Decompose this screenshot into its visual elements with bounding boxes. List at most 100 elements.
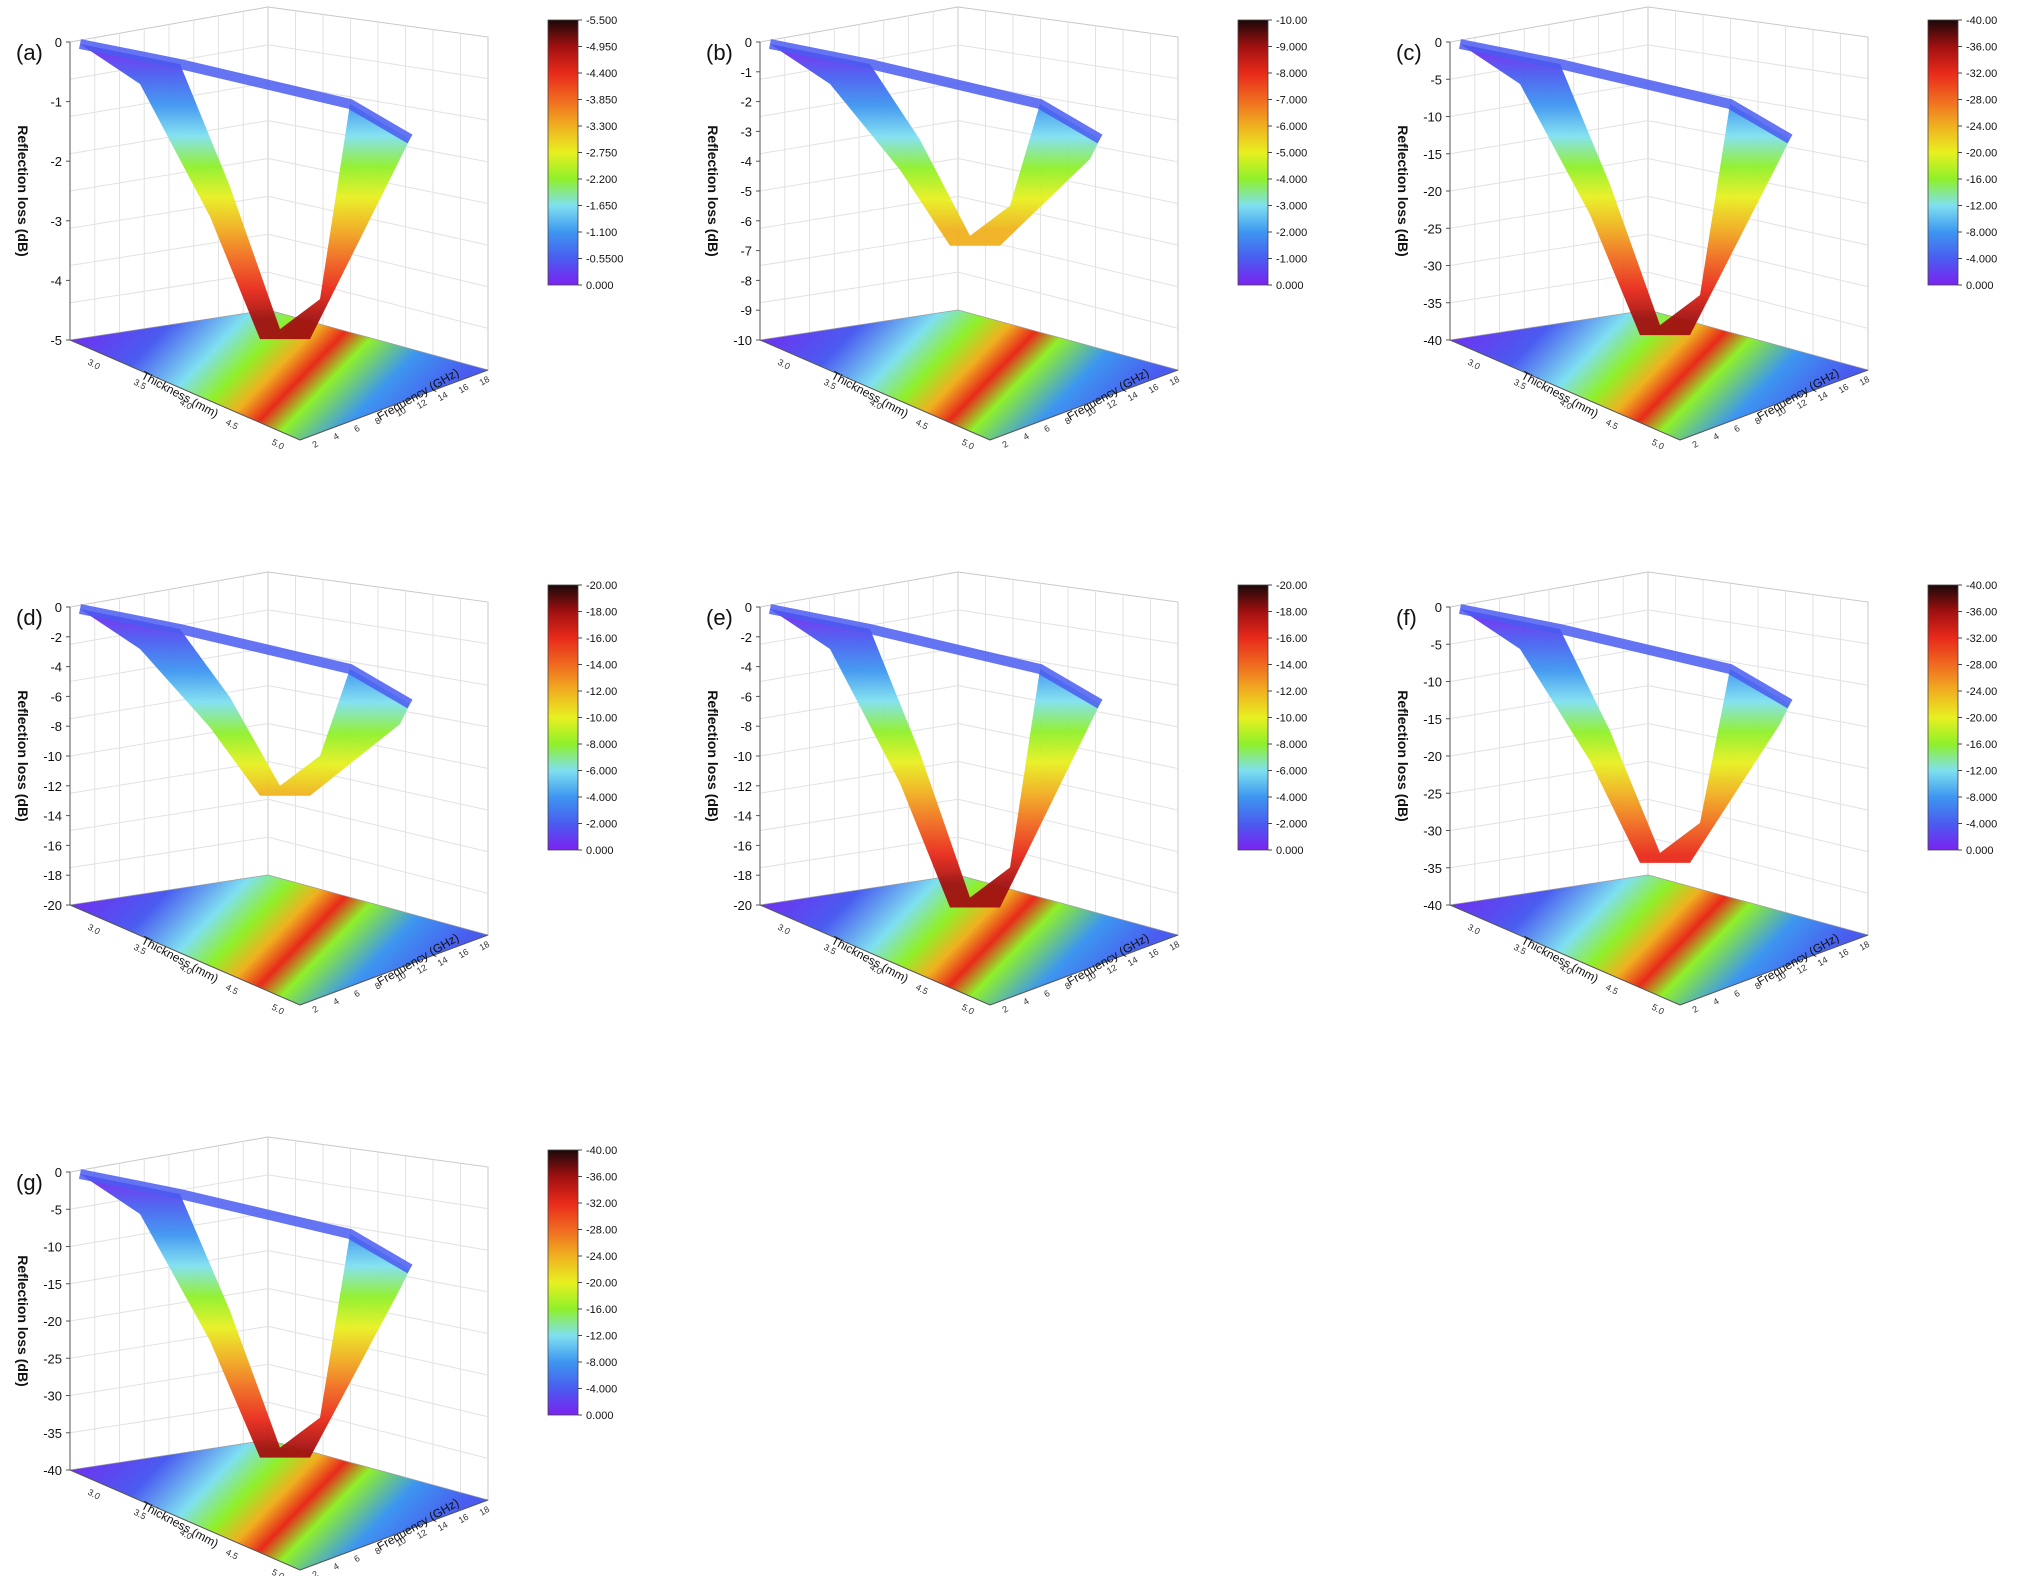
z-tick-label: -4: [740, 660, 752, 675]
grid-line: [69, 1288, 269, 1322]
grid-line: [267, 195, 489, 246]
thickness-axis-line: [759, 339, 991, 441]
colorbar-tick-label: -20.00: [586, 1278, 617, 1290]
z-tick-label: -30: [1423, 259, 1442, 274]
rl-surface-ridge: [1459, 604, 1793, 709]
frequency-tick-label: 16: [1147, 947, 1161, 961]
colorbar-tick-label: -24.00: [586, 1251, 617, 1263]
colorbar-tick-label: -4.000: [1276, 174, 1307, 186]
colorbar-tick-label: -4.950: [586, 42, 617, 54]
z-tick-label: -5: [1430, 72, 1442, 87]
colorbar-tick-label: -18.00: [586, 607, 617, 619]
frequency-axis-line: [989, 369, 1179, 441]
colorbar-tick-label: -7.000: [1276, 95, 1307, 107]
thickness-tick-label: 5.0: [270, 1002, 286, 1017]
colorbar-tick-label: -4.400: [586, 68, 617, 80]
colorbar-tick-label: -20.00: [586, 580, 617, 592]
grid-line: [1449, 723, 1649, 757]
grid-line: [1647, 609, 1869, 645]
grid-line: [267, 723, 489, 769]
colorbar: [1927, 19, 1959, 286]
z-tick-label: -15: [43, 1277, 62, 1292]
frequency-tick-label: 10: [394, 405, 408, 419]
colorbar-tick-label: -28.00: [1966, 95, 1997, 107]
grid-line: [69, 836, 269, 869]
z-tick-label: -2: [50, 630, 62, 645]
z-axis-title: Reflection loss (dB): [15, 125, 31, 256]
frequency-tick-label: 6: [1732, 423, 1741, 434]
grid-line: [69, 798, 269, 831]
frequency-tick-label: 14: [1816, 955, 1830, 969]
z-tick-label: -25: [43, 1351, 62, 1366]
thickness-tick-label: 5.0: [1650, 1002, 1666, 1017]
frequency-tick-label: 18: [478, 939, 492, 953]
z-tick-label: 0: [745, 35, 752, 50]
thickness-axis-line: [69, 904, 301, 1006]
thickness-tick-label: 3.0: [1466, 357, 1482, 372]
frequency-tick-label: 16: [1147, 382, 1161, 396]
grid-line: [267, 609, 489, 645]
frequency-tick-label: 18: [1168, 374, 1182, 388]
frequency-axis-line: [299, 934, 489, 1006]
grid-line: [957, 271, 1179, 329]
frequency-tick-label: 18: [1858, 374, 1872, 388]
frequency-tick-label: 10: [1084, 970, 1098, 984]
frequency-tick-label: 2: [1690, 439, 1699, 450]
z-tick-label: -16: [43, 838, 62, 853]
z-axis-title: Reflection loss (dB): [705, 125, 721, 256]
thickness-tick-label: 5.0: [1650, 437, 1666, 452]
z-tick-label: 0: [745, 600, 752, 615]
z-tick-label: -2: [740, 630, 752, 645]
thickness-tick-label: 3.0: [86, 922, 102, 937]
frequency-tick-label: 14: [436, 390, 450, 404]
colorbar-tick-label: -14.00: [1276, 660, 1307, 672]
z-tick-label: 0: [1435, 600, 1442, 615]
colorbar-tick-label: -2.000: [586, 819, 617, 831]
panel-label: (d): [16, 605, 43, 630]
frequency-tick-label: 6: [352, 423, 361, 434]
panel-label: (e): [706, 605, 733, 630]
z-tick-label: -10: [43, 749, 62, 764]
z-tick-label: -6: [740, 214, 752, 229]
grid-line: [957, 609, 1179, 645]
z-tick-label: 0: [55, 600, 62, 615]
frequency-tick-label: 6: [352, 988, 361, 999]
colorbar-tick-label: -16.00: [586, 1304, 617, 1316]
z-tick-label: -5: [1430, 637, 1442, 652]
colorbar-tick-label: -2.000: [1276, 227, 1307, 239]
thickness-axis-line: [759, 904, 991, 1006]
colorbar-tick-label: -12.00: [586, 686, 617, 698]
colorbar-tick-label: -4.000: [1276, 792, 1307, 804]
frequency-tick-label: 8: [1063, 980, 1072, 991]
colorbar-tick-label: -32.00: [1966, 68, 1997, 80]
z-tick-label: -3: [740, 124, 752, 139]
colorbar-tick-label: -20.00: [1276, 580, 1307, 592]
rl-surface: [80, 44, 410, 340]
colorbar: [1927, 584, 1959, 851]
colorbar-tick-label: -10.00: [1276, 713, 1307, 725]
colorbar-tick-label: -20.00: [1966, 148, 1997, 160]
z-axis-title: Reflection loss (dB): [705, 690, 721, 821]
colorbar-tick-label: -0.5500: [586, 254, 623, 266]
colorbar-tick-label: -5.500: [586, 15, 617, 27]
frequency-tick-label: 8: [373, 415, 382, 426]
colorbar-tick-label: -8.000: [1276, 68, 1307, 80]
thickness-axis-line: [1449, 904, 1681, 1006]
frequency-tick-label: 8: [1753, 980, 1762, 991]
z-tick-label: -5: [50, 1202, 62, 1217]
colorbar-tick-label: -2.750: [586, 148, 617, 160]
z-tick-label: -2: [50, 154, 62, 169]
colorbar: [1237, 19, 1269, 286]
colorbar: [547, 1149, 579, 1416]
z-tick-label: -1: [740, 65, 752, 80]
rl-surface: [1460, 609, 1790, 863]
thickness-tick-label: 5.0: [270, 437, 286, 452]
z-tick-label: -12: [733, 779, 752, 794]
colorbar-tick-label: 0.000: [586, 1410, 614, 1422]
colorbar-tick-label: -8.000: [1966, 792, 1997, 804]
z-axis-title: Reflection loss (dB): [1395, 125, 1411, 256]
grid-line: [1449, 158, 1649, 192]
grid-line: [1647, 44, 1869, 80]
z-tick-label: -20: [1423, 749, 1442, 764]
z-tick-label: -8: [740, 719, 752, 734]
